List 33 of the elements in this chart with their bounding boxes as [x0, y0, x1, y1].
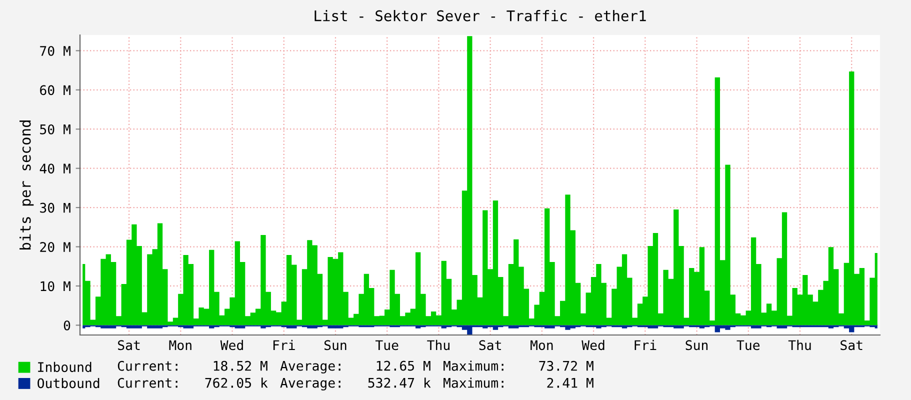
x-tick-label: Sun — [324, 340, 346, 350]
y-tick-label: 10 M — [40, 281, 70, 292]
text: Average: 532.47 k — [280, 378, 431, 390]
x-tick-label: Fri — [634, 340, 656, 350]
y-tick-label: 0 — [64, 320, 70, 330]
y-tick-label: 30 M — [40, 202, 70, 213]
x-tick-label: Wed — [582, 340, 604, 350]
y-tick-label: 70 M — [40, 46, 70, 56]
x-tick-label: Sat — [840, 340, 862, 350]
x-tick-label: Tue — [375, 340, 398, 350]
text: Maximum: 2.41 M — [444, 378, 594, 388]
chart-title: List - Sektor Sever - Traffic - ether1 — [314, 10, 646, 22]
x-tick-label: Mon — [530, 340, 553, 350]
x-tick-label: Sat — [118, 340, 140, 350]
x-tick-label: Tue — [736, 340, 760, 350]
legend-label: Inbound — [38, 362, 92, 372]
text: Current: 762.05 k — [118, 378, 268, 388]
x-tick-label: Thu — [427, 340, 450, 350]
text: Maximum: 73.72 M — [444, 360, 594, 371]
x-tick-label: Fri — [273, 340, 295, 350]
y-tick-label: 40 M — [40, 164, 70, 174]
y-tick-label: 50 M — [40, 124, 70, 134]
x-tick-label: Wed — [220, 340, 243, 350]
x-tick-label: Mon — [169, 340, 192, 350]
y-tick-label: 60 M — [40, 85, 70, 96]
y-axis-title: bits per second — [20, 120, 34, 250]
text: Current: 18.52 M — [118, 360, 268, 371]
x-tick-label: Thu — [788, 340, 811, 350]
x-tick-label: Sun — [686, 340, 708, 350]
text: Average: 12.65 M — [280, 360, 430, 374]
y-tick-label: 20 M — [40, 242, 70, 252]
legend-label: Outbound — [38, 378, 100, 388]
x-tick-label: Sat — [479, 340, 501, 350]
